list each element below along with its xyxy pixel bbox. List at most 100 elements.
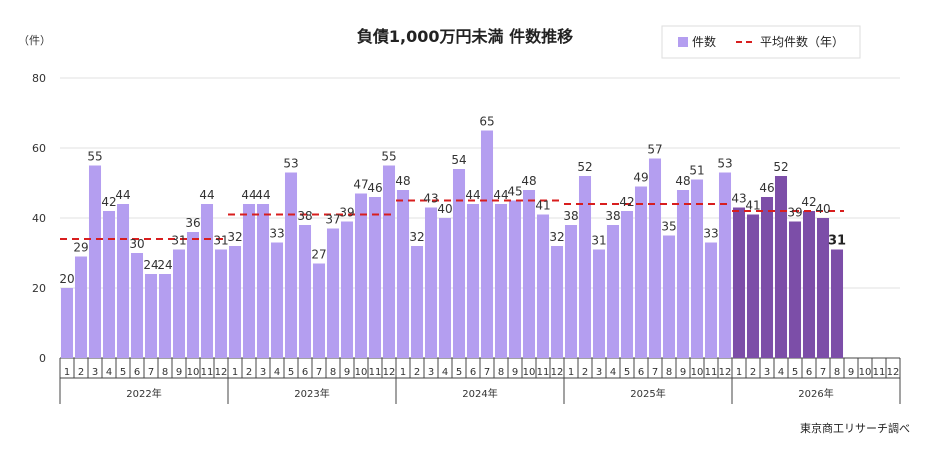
data-label: 44 [199, 188, 214, 202]
month-label: 8 [162, 367, 168, 378]
bar [802, 211, 816, 358]
month-label: 5 [456, 367, 462, 378]
data-label: 52 [577, 160, 592, 174]
month-label: 5 [792, 367, 798, 378]
bar [200, 204, 214, 358]
bar [494, 204, 508, 358]
data-label: 44 [241, 188, 256, 202]
data-label: 37 [325, 213, 340, 227]
y-tick-label: 0 [39, 352, 46, 365]
month-label: 7 [148, 367, 154, 378]
bar [830, 249, 844, 358]
data-label: 20 [59, 272, 74, 286]
bar [508, 200, 522, 358]
month-label: 2 [78, 367, 84, 378]
legend-avg-label: 平均件数（年） [760, 34, 844, 49]
month-label: 2 [414, 367, 420, 378]
year-label: 2025年 [630, 387, 665, 400]
y-axis-unit: （件） [18, 34, 51, 47]
month-label: 4 [442, 367, 448, 378]
month-label: 1 [400, 367, 406, 378]
month-label: 10 [523, 367, 536, 378]
data-label: 43 [731, 192, 746, 206]
data-label: 32 [409, 230, 424, 244]
bar [326, 228, 340, 358]
data-label: 33 [703, 227, 718, 241]
bar [704, 242, 718, 358]
year-label: 2026年 [798, 387, 833, 400]
bar [382, 165, 396, 358]
data-label: 53 [283, 157, 298, 171]
data-label: 48 [521, 174, 536, 188]
data-label: 31 [213, 234, 228, 248]
bar [256, 204, 270, 358]
month-label: 2 [750, 367, 756, 378]
bar [214, 249, 228, 358]
month-label: 1 [736, 367, 742, 378]
data-label: 32 [227, 230, 242, 244]
month-label: 8 [666, 367, 672, 378]
data-label: 32 [549, 230, 564, 244]
month-label: 12 [551, 367, 564, 378]
data-label: 44 [493, 188, 508, 202]
month-label: 6 [134, 367, 140, 378]
data-label: 65 [479, 115, 494, 129]
bar [130, 253, 144, 358]
month-label: 11 [873, 367, 886, 378]
bar [746, 214, 760, 358]
month-label: 2 [246, 367, 252, 378]
bar [410, 246, 424, 358]
data-label: 55 [87, 150, 102, 164]
y-axis-ticks: 0 20 40 60 80 [32, 72, 46, 365]
data-labels: 2029554244302424313644313244443353382737… [59, 115, 846, 287]
bar [522, 190, 536, 358]
month-label: 8 [498, 367, 504, 378]
bar [74, 256, 88, 358]
month-label: 2 [582, 367, 588, 378]
data-label: 51 [689, 164, 704, 178]
month-label: 9 [512, 367, 518, 378]
month-label: 3 [260, 367, 266, 378]
month-label: 11 [705, 367, 718, 378]
bar [284, 172, 298, 358]
month-label: 1 [64, 367, 70, 378]
bar [312, 263, 326, 358]
bar [774, 176, 788, 358]
source-note: 東京商工リサーチ調べ [800, 421, 910, 435]
y-tick-label: 60 [32, 142, 46, 155]
bar [620, 211, 634, 358]
month-label: 6 [302, 367, 308, 378]
data-label: 24 [143, 258, 158, 272]
bar [340, 221, 354, 358]
data-label: 38 [605, 209, 620, 223]
year-label: 2022年 [126, 387, 161, 400]
bar [550, 246, 564, 358]
data-label: 38 [563, 209, 578, 223]
data-label: 46 [759, 181, 774, 195]
bar [88, 165, 102, 358]
bar [396, 190, 410, 358]
bar [690, 179, 704, 358]
y-tick-label: 20 [32, 282, 46, 295]
month-label: 9 [344, 367, 350, 378]
month-label: 4 [106, 367, 112, 378]
month-label: 8 [834, 367, 840, 378]
month-label: 4 [778, 367, 784, 378]
year-label: 2024年 [462, 387, 497, 400]
bar [102, 211, 116, 358]
month-label: 12 [215, 367, 228, 378]
month-label: 11 [201, 367, 214, 378]
bar [242, 204, 256, 358]
bar [452, 169, 466, 358]
month-label: 7 [484, 367, 490, 378]
bar [578, 176, 592, 358]
legend: 件数 平均件数（年） [661, 25, 861, 59]
y-tick-label: 40 [32, 212, 46, 225]
legend-bar-swatch [678, 37, 688, 47]
bar [186, 232, 200, 358]
month-label: 12 [719, 367, 732, 378]
data-label: 57 [647, 143, 662, 157]
month-label: 3 [596, 367, 602, 378]
month-label: 4 [610, 367, 616, 378]
month-label: 5 [624, 367, 630, 378]
